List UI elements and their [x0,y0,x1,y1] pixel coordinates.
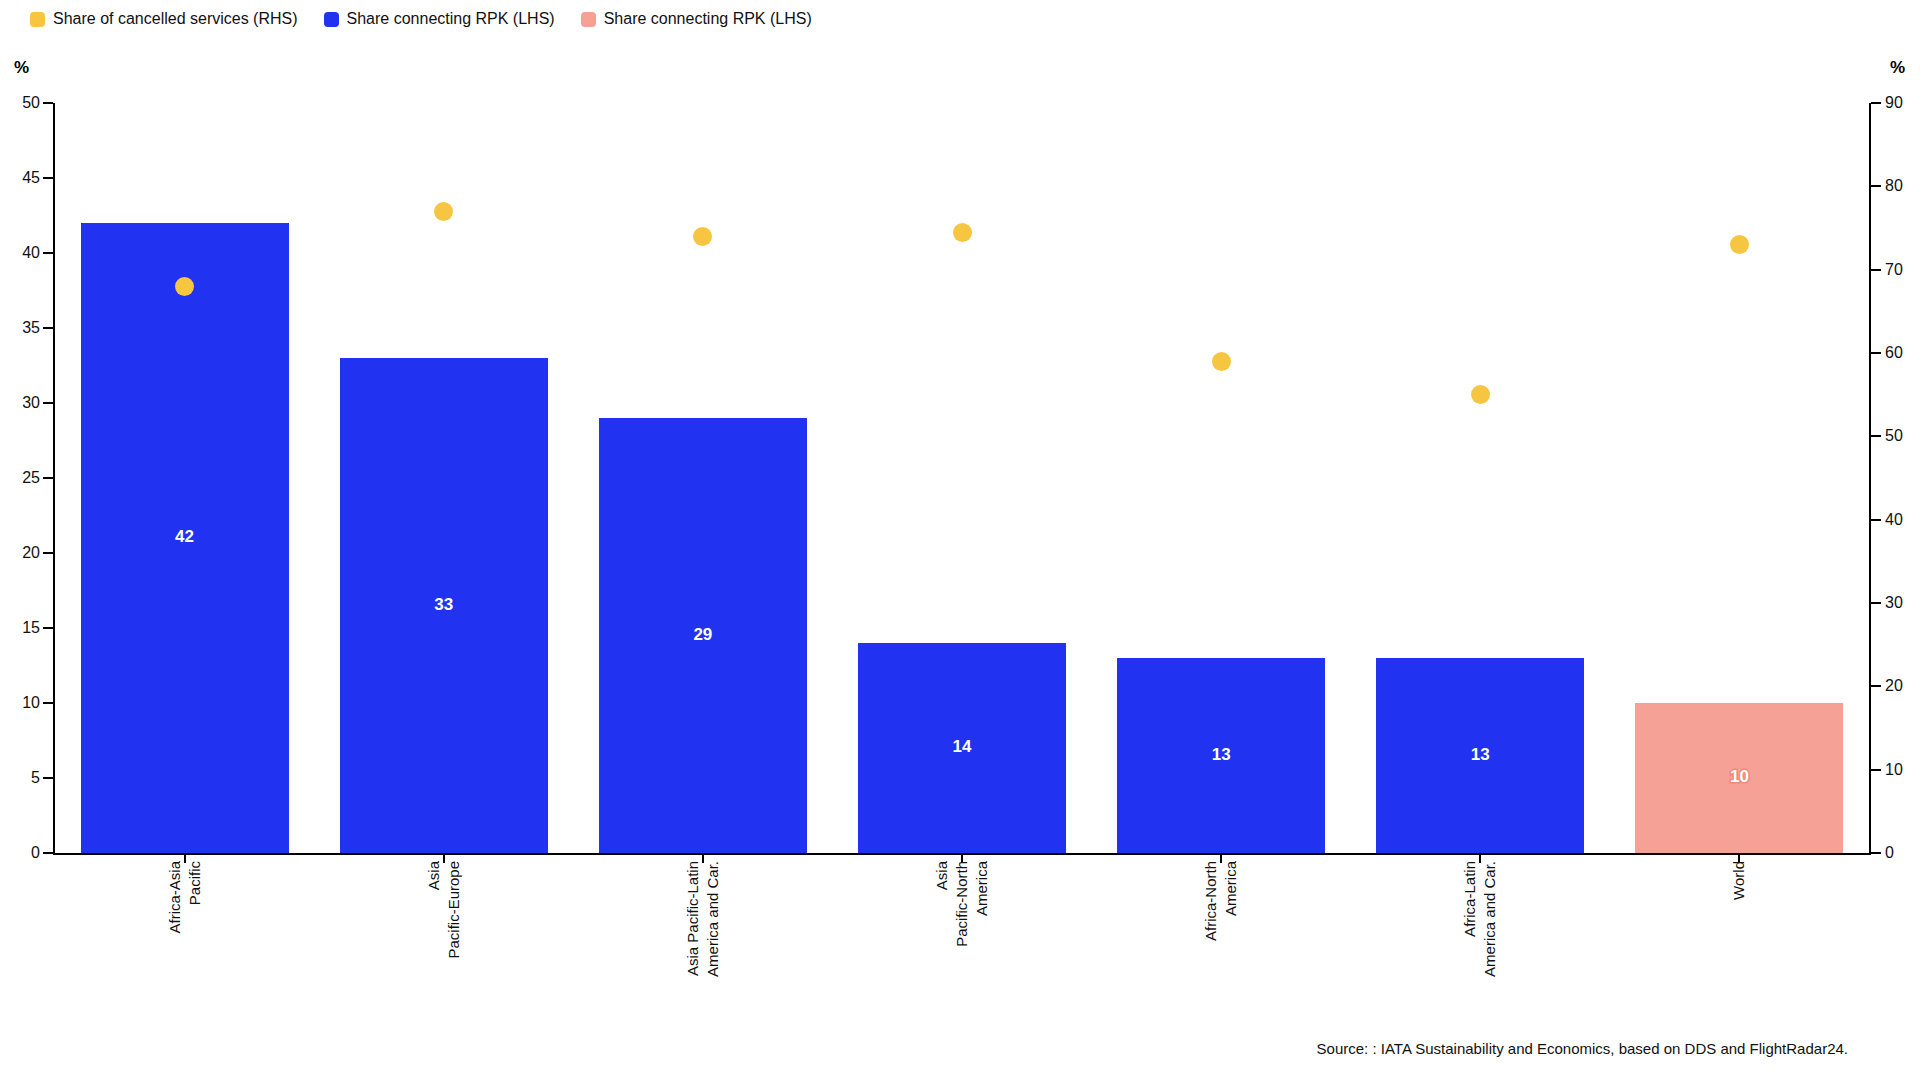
left-axis-tick [43,702,53,704]
right-axis-tick-label: 90 [1885,94,1920,112]
x-category-label: Asia Pacific-Latin America and Car. [683,861,723,1080]
left-axis-tick-label: 10 [6,694,40,712]
right-axis-tick-label: 80 [1885,177,1920,195]
left-axis-tick [43,627,53,629]
bar-value-label: 10 [1635,767,1843,787]
bar-asia-pacific-latin-america-and-car-: 29 [599,418,807,853]
legend-swatch-pink [581,12,596,27]
legend-swatch-blue [324,12,339,27]
right-axis-tick [1871,269,1881,271]
cancelled-services-dot [175,277,194,296]
right-axis-tick [1871,352,1881,354]
left-axis-tick-label: 35 [6,319,40,337]
right-axis-tick-label: 70 [1885,261,1920,279]
legend-item-connecting-rpk-pink: Share connecting RPK (LHS) [581,10,812,28]
right-axis-tick [1871,852,1881,854]
y-axis-left-line [53,103,55,855]
right-axis-tick [1871,435,1881,437]
legend-swatch-yellow [30,12,45,27]
right-axis-tick-label: 40 [1885,511,1920,529]
left-axis-tick [43,327,53,329]
x-category-label: Africa-North America [1201,861,1241,1080]
right-axis-unit-label: % [1890,58,1905,78]
left-axis-tick-label: 50 [6,94,40,112]
bar-africa-north-america: 13 [1117,658,1325,853]
right-axis-tick-label: 30 [1885,594,1920,612]
left-axis-tick-label: 15 [6,619,40,637]
right-axis-tick [1871,102,1881,104]
cancelled-services-dot [1471,385,1490,404]
bar-asia-pacific-north-america: 14 [858,643,1066,853]
right-axis-tick [1871,685,1881,687]
legend-label: Share of cancelled services (RHS) [53,10,298,28]
legend-label: Share connecting RPK (LHS) [604,10,812,28]
legend-label: Share connecting RPK (LHS) [347,10,555,28]
right-axis-tick-label: 50 [1885,427,1920,445]
left-axis-unit-label: % [14,58,29,78]
right-axis-tick [1871,185,1881,187]
bar-world: 10 [1635,703,1843,853]
x-category-label: Asia Pacific-Europe [424,861,464,1080]
legend: Share of cancelled services (RHS) Share … [30,10,812,28]
bar-africa-latin-america-and-car-: 13 [1376,658,1584,853]
cancelled-services-dot [693,227,712,246]
left-axis-tick-label: 25 [6,469,40,487]
left-axis-tick [43,252,53,254]
left-axis-tick-label: 5 [6,769,40,787]
cancelled-services-dot [1212,352,1231,371]
legend-item-connecting-rpk-blue: Share connecting RPK (LHS) [324,10,555,28]
bar-value-label: 13 [1117,745,1325,765]
right-axis-tick-label: 0 [1885,844,1920,862]
left-axis-tick [43,552,53,554]
left-axis-tick-label: 30 [6,394,40,412]
right-axis-tick [1871,519,1881,521]
source-attribution: Source: : IATA Sustainability and Econom… [1317,1040,1848,1057]
left-axis-tick-label: 40 [6,244,40,262]
right-axis-tick-label: 20 [1885,677,1920,695]
left-axis-tick [43,852,53,854]
left-axis-tick-label: 20 [6,544,40,562]
bar-asia-pacific-europe: 33 [340,358,548,853]
chart-canvas: Share of cancelled services (RHS) Share … [0,0,1920,1080]
left-axis-tick [43,777,53,779]
right-axis-tick [1871,769,1881,771]
legend-item-cancelled-services: Share of cancelled services (RHS) [30,10,298,28]
bar-value-label: 42 [81,527,289,547]
bar-africa-asia-pacific: 42 [81,223,289,853]
left-axis-tick [43,177,53,179]
left-axis-tick-label: 45 [6,169,40,187]
right-axis-tick-label: 60 [1885,344,1920,362]
bar-value-label: 14 [858,737,1066,757]
left-axis-tick-label: 0 [6,844,40,862]
left-axis-tick [43,102,53,104]
y-axis-right-line [1869,103,1871,855]
cancelled-services-dot [953,223,972,242]
x-category-label: Africa-Asia Pacific [165,861,205,1080]
left-axis-tick [43,402,53,404]
bar-value-label: 13 [1376,745,1584,765]
bar-value-label: 29 [599,625,807,645]
x-category-label: Asia Pacific-North America [932,861,992,1080]
cancelled-services-dot [434,202,453,221]
cancelled-services-dot [1730,235,1749,254]
left-axis-tick [43,477,53,479]
right-axis-tick [1871,602,1881,604]
right-axis-tick-label: 10 [1885,761,1920,779]
bar-value-label: 33 [340,595,548,615]
